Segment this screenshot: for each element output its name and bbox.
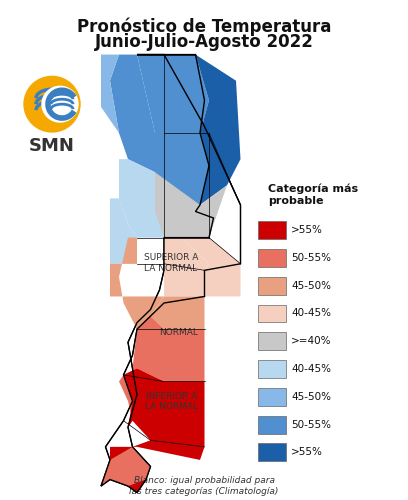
Polygon shape (124, 368, 204, 447)
Polygon shape (110, 198, 137, 264)
Polygon shape (151, 296, 204, 329)
Polygon shape (137, 316, 204, 382)
Text: 50-55%: 50-55% (291, 253, 331, 263)
Text: 45-50%: 45-50% (291, 280, 331, 290)
Text: Blanco: igual probabilidad para
las tres categorías (Climatología): Blanco: igual probabilidad para las tres… (129, 476, 279, 496)
Text: INFERIOR A
LA NORMAL: INFERIOR A LA NORMAL (145, 392, 198, 411)
Bar (258, 332, 286, 350)
Text: SUPERIOR A
LA NORMAL: SUPERIOR A LA NORMAL (144, 253, 198, 272)
Polygon shape (195, 54, 240, 205)
Circle shape (24, 76, 80, 132)
Polygon shape (110, 440, 204, 492)
Polygon shape (101, 447, 151, 486)
Text: 50-55%: 50-55% (291, 420, 331, 430)
Polygon shape (119, 329, 137, 427)
Text: Categoría más
probable: Categoría más probable (268, 184, 358, 206)
Text: 40-45%: 40-45% (291, 364, 331, 374)
Text: >55%: >55% (291, 448, 323, 458)
Text: 40-45%: 40-45% (291, 308, 331, 318)
Polygon shape (101, 54, 119, 133)
Text: SMN: SMN (29, 137, 75, 155)
Circle shape (42, 86, 78, 122)
Text: >55%: >55% (291, 225, 323, 235)
Bar (258, 360, 286, 378)
Polygon shape (110, 54, 155, 172)
Bar (258, 388, 286, 406)
Polygon shape (119, 159, 164, 238)
Text: 45-50%: 45-50% (291, 392, 331, 402)
Bar (258, 277, 286, 294)
Polygon shape (101, 54, 240, 492)
Polygon shape (110, 238, 164, 329)
Text: Pronóstico de Temperatura: Pronóstico de Temperatura (77, 18, 331, 36)
Text: NORMAL: NORMAL (159, 328, 198, 337)
Text: >=40%: >=40% (291, 336, 331, 346)
Bar (258, 304, 286, 322)
Bar (258, 221, 286, 239)
Polygon shape (137, 54, 213, 238)
Polygon shape (182, 238, 240, 296)
Polygon shape (164, 238, 209, 296)
Bar (258, 249, 286, 267)
Text: Junio-Julio-Agosto 2022: Junio-Julio-Agosto 2022 (95, 32, 313, 50)
Bar (258, 444, 286, 462)
Polygon shape (155, 172, 227, 238)
Bar (258, 416, 286, 434)
